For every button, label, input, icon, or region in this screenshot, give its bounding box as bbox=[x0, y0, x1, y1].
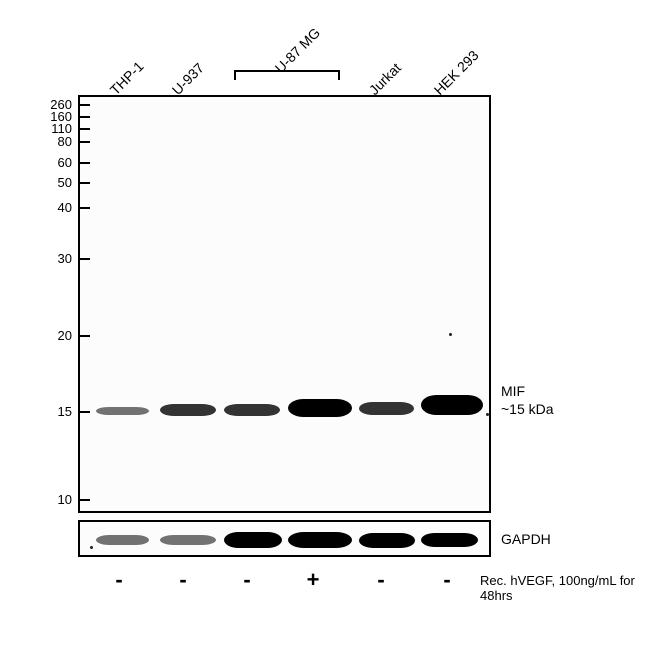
bracket-drop bbox=[338, 70, 340, 80]
sample-label: U-87 MG bbox=[272, 25, 323, 76]
treatment-plus: + bbox=[298, 567, 328, 593]
treatment-minus: - bbox=[168, 567, 198, 593]
treatment-minus: - bbox=[104, 567, 134, 593]
mw-tick bbox=[78, 162, 90, 164]
mw-tick bbox=[78, 128, 90, 130]
treatment-label: Rec. hVEGF, 100ng/mL for 48hrs bbox=[480, 573, 650, 603]
mif-band bbox=[160, 404, 216, 416]
treatment-minus: - bbox=[232, 567, 262, 593]
mw-label: 50 bbox=[32, 175, 72, 190]
mw-tick bbox=[78, 116, 90, 118]
mw-tick bbox=[78, 182, 90, 184]
gapdh-band bbox=[160, 535, 216, 545]
mw-tick bbox=[78, 207, 90, 209]
bracket-drop bbox=[234, 70, 236, 80]
mw-tick bbox=[78, 141, 90, 143]
gapdh-target-label: GAPDH bbox=[501, 531, 551, 547]
mif-target-label: MIF bbox=[501, 383, 525, 399]
bracket-bar bbox=[234, 70, 340, 72]
gapdh-band bbox=[224, 532, 282, 548]
mw-tick bbox=[78, 499, 90, 501]
mif-band bbox=[288, 399, 352, 417]
speck bbox=[90, 546, 93, 549]
mif-blot-panel bbox=[78, 95, 491, 513]
sample-label: Jurkat bbox=[366, 60, 404, 98]
mw-tick bbox=[78, 104, 90, 106]
mw-tick bbox=[78, 335, 90, 337]
speck bbox=[449, 333, 452, 336]
mw-label: 80 bbox=[32, 134, 72, 149]
mw-label: 15 bbox=[32, 404, 72, 419]
mif-band bbox=[421, 395, 483, 415]
sample-label: U-937 bbox=[169, 60, 207, 98]
gapdh-band bbox=[421, 533, 478, 547]
mif-band bbox=[359, 402, 414, 415]
sample-label: HEK 293 bbox=[431, 47, 482, 98]
mif-band bbox=[96, 407, 149, 415]
mif-kda-label: ~15 kDa bbox=[501, 401, 554, 417]
mw-label: 20 bbox=[32, 328, 72, 343]
gapdh-band bbox=[359, 533, 415, 548]
mw-tick bbox=[78, 258, 90, 260]
mw-label: 60 bbox=[32, 155, 72, 170]
sample-label: THP-1 bbox=[107, 58, 147, 98]
gapdh-band bbox=[288, 532, 352, 548]
mw-label: 30 bbox=[32, 251, 72, 266]
mw-tick bbox=[78, 411, 90, 413]
treatment-minus: - bbox=[366, 567, 396, 593]
gapdh-band bbox=[96, 535, 149, 545]
speck bbox=[486, 413, 489, 416]
treatment-minus: - bbox=[432, 567, 462, 593]
mif-band bbox=[224, 404, 280, 416]
mw-label: 40 bbox=[32, 200, 72, 215]
mw-label: 10 bbox=[32, 492, 72, 507]
